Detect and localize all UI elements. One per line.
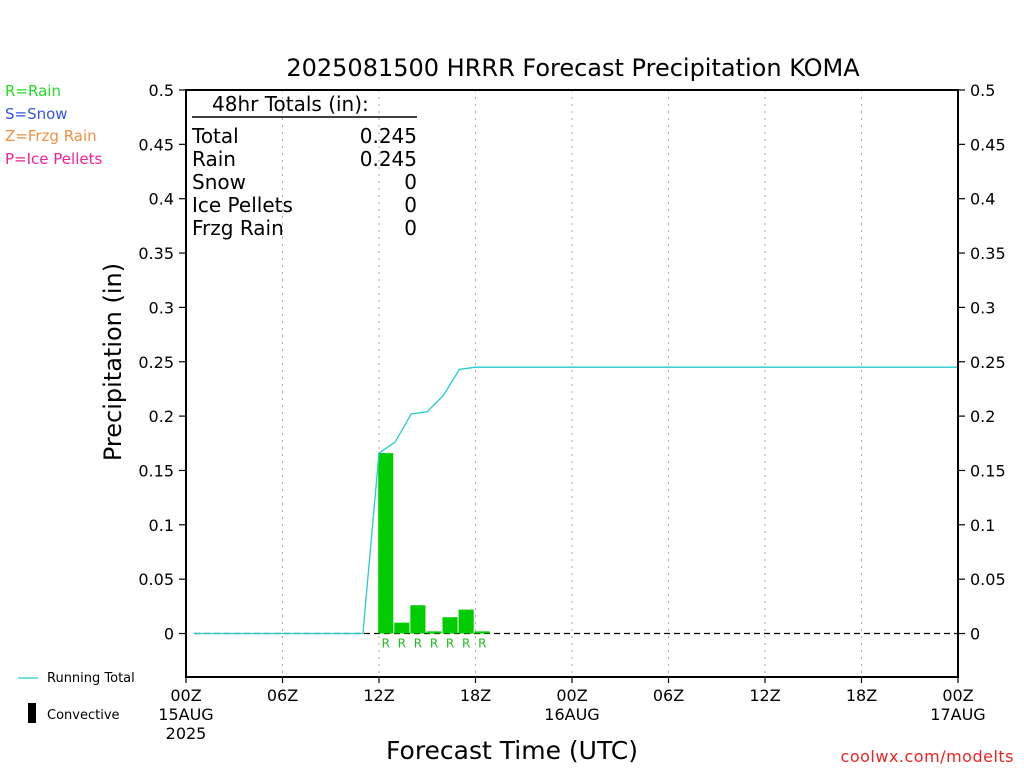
y-tick-label-left: 0.1 <box>149 516 174 535</box>
y-tick-label-left: 0.2 <box>149 407 174 426</box>
precip-bar <box>394 622 410 634</box>
y-tick-label-right: 0.15 <box>970 461 1006 480</box>
x-tick-label: 12Z <box>363 686 394 705</box>
y-axis-right: 0 0.05 0.1 0.15 0.2 0.25 0.3 0.35 0.4 0.45 0.5 <box>958 81 1006 644</box>
precip-type-label: R <box>414 637 422 651</box>
totals-row-value: 0.245 <box>360 147 417 171</box>
precip-bar <box>474 631 490 634</box>
x-tick-label: 00Z <box>170 686 201 705</box>
totals-row-value: 0 <box>404 170 417 194</box>
precip-bar <box>410 605 426 634</box>
precip-type-label: R <box>398 637 406 651</box>
precip-type-legend-item: R=Rain <box>5 82 61 100</box>
chart-title: 2025081500 HRRR Forecast Precipitation K… <box>286 54 860 82</box>
running-total-legend-label: Running Total <box>47 671 135 686</box>
gridlines <box>282 90 862 677</box>
precip-type-legend-item: P=Ice Pellets <box>5 149 103 168</box>
precip-type-label: R <box>462 637 470 651</box>
precip-type-legend-item: S=Snow <box>5 104 68 123</box>
totals-row-label: Total <box>191 124 239 148</box>
y-tick-label-left: 0.5 <box>149 81 174 100</box>
y-tick-label-left: 0.35 <box>138 244 174 263</box>
y-tick-label-right: 0.45 <box>970 135 1006 154</box>
totals-row-label: Frzg Rain <box>192 216 284 240</box>
y-tick-label-right: 0.4 <box>970 190 995 209</box>
y-tick-label-right: 0.5 <box>970 81 995 100</box>
precip-bar <box>426 631 442 634</box>
y-tick-label-right: 0.3 <box>970 298 995 317</box>
x-tick-label: 12Z <box>749 686 780 705</box>
running-total-line-group <box>194 366 958 635</box>
totals-row-value: 0 <box>404 216 417 240</box>
precip-type-label: R <box>382 637 390 651</box>
y-tick-label-right: 0.35 <box>970 244 1006 263</box>
y-tick-label-right: 0.25 <box>970 353 1006 372</box>
y-tick-label-left: 0.05 <box>138 570 174 589</box>
totals-row-label: Snow <box>192 170 246 194</box>
x-tick-sublabel: 17AUG <box>930 705 985 724</box>
totals-header: 48hr Totals (in): <box>212 92 369 116</box>
totals-row-label: Ice Pellets <box>192 193 293 217</box>
y-tick-label-left: 0 <box>164 625 174 644</box>
hourly-precip-bars <box>378 453 490 634</box>
y-tick-label-right: 0.1 <box>970 516 995 535</box>
y-tick-label-right: 0 <box>970 625 980 644</box>
totals-row-value: 0.245 <box>360 124 417 148</box>
convective-legend-swatch <box>28 703 36 723</box>
y-axis-label: Precipitation (in) <box>99 263 127 461</box>
x-axis-label: Forecast Time (UTC) <box>386 736 638 765</box>
precip-bar <box>442 617 458 634</box>
x-tick-sublabel: 15AUG <box>158 705 213 724</box>
totals-box: 48hr Totals (in): Total 0.245 Rain 0.245 Sno… <box>191 92 417 240</box>
precip-type-label: R <box>478 637 486 651</box>
x-tick-sublabel: 2025 <box>166 724 207 743</box>
totals-row-label: Rain <box>192 147 236 171</box>
x-tick-label: 00Z <box>942 686 973 705</box>
x-tick-label: 18Z <box>460 686 491 705</box>
y-tick-label-left: 0.45 <box>138 135 174 154</box>
x-tick-label: 00Z <box>556 686 587 705</box>
x-tick-sublabel: 16AUG <box>544 705 599 724</box>
x-tick-label: 18Z <box>846 686 877 705</box>
precip-type-label: R <box>446 637 454 651</box>
precip-type-label: R <box>430 637 438 651</box>
credit-text: coolwx.com/modelts <box>841 747 1014 766</box>
y-tick-label-left: 0.4 <box>149 190 174 209</box>
precip-bar <box>378 453 394 634</box>
x-tick-label: 06Z <box>267 686 298 705</box>
y-tick-label-left: 0.25 <box>138 353 174 372</box>
y-axis-left: 0 0.05 0.1 0.15 0.2 0.25 0.3 0.35 0.4 0.45 0.5 <box>138 81 186 644</box>
precip-type-legend-item: Z=Frzg Rain <box>5 127 97 145</box>
totals-row-value: 0 <box>404 193 417 217</box>
y-tick-label-left: 0.3 <box>149 298 174 317</box>
convective-legend-label: Convective <box>47 708 120 723</box>
y-tick-label-right: 0.2 <box>970 407 995 426</box>
running-total-line <box>194 366 958 635</box>
y-tick-label-right: 0.05 <box>970 570 1006 589</box>
y-tick-label-left: 0.15 <box>138 461 174 480</box>
x-tick-label: 06Z <box>653 686 684 705</box>
precip-bar <box>458 609 474 634</box>
totals-rows: Total 0.245 Rain 0.245 Snow 0 Ice Pellets 0 Frzg… <box>191 124 417 240</box>
